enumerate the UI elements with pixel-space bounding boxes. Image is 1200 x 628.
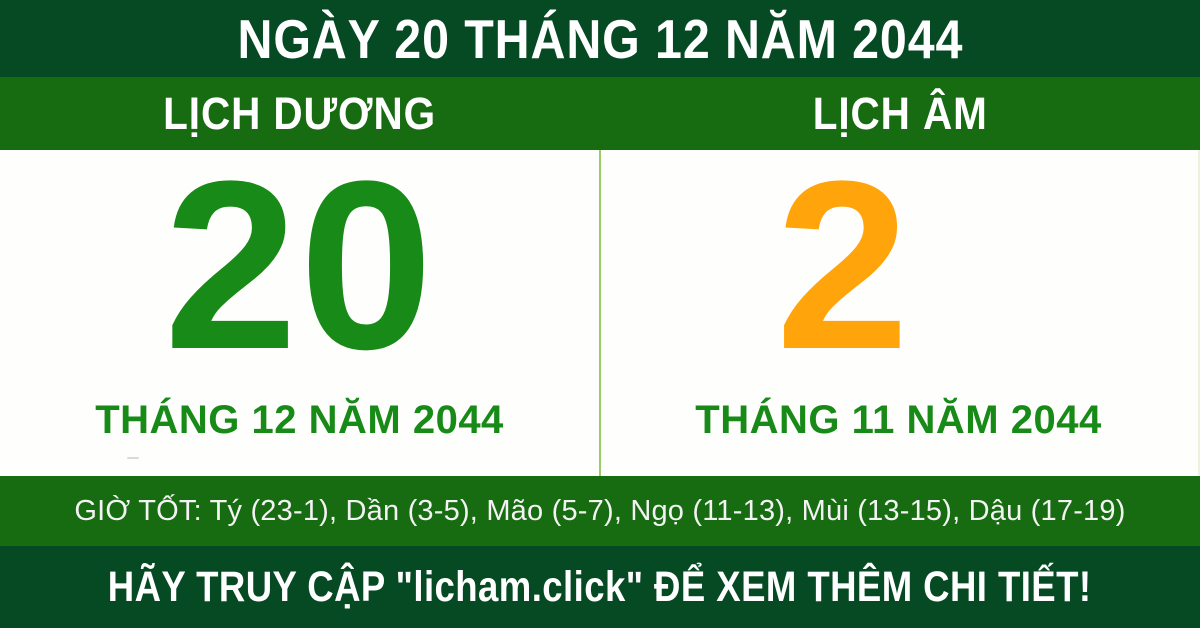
date-title-banner: NGÀY 20 THÁNG 12 NĂM 2044: [0, 0, 1200, 77]
solar-calendar-header: LỊCH DƯƠNG: [0, 77, 600, 150]
footer-cta-text: HÃY TRUY CẬP "licham.click" ĐỂ XEM THÊM …: [108, 562, 1092, 611]
lunar-day-number: 2: [775, 131, 912, 399]
small-dash-mark: [127, 457, 139, 459]
lunar-month-label: THÁNG 11 NĂM 2044: [695, 398, 1102, 442]
good-hours-bar: GIỜ TỐT: Tý (23-1), Dần (3-5), Mão (5-7)…: [0, 476, 1200, 546]
solar-panel: 20 THÁNG 12 NĂM 2044: [0, 131, 599, 476]
solar-month-label: THÁNG 12 NĂM 2044: [95, 398, 504, 442]
calendar-body: 20 THÁNG 12 NĂM 2044 2 THÁNG 11 NĂM 2044: [0, 131, 1200, 476]
lunar-panel: 2 THÁNG 11 NĂM 2044: [599, 131, 1198, 476]
calendar-type-header-row: LỊCH DƯƠNG LỊCH ÂM: [0, 77, 1200, 150]
panel-divider: [599, 150, 601, 476]
solar-calendar-label: LỊCH DƯƠNG: [163, 87, 437, 139]
good-hours-text: GIỜ TỐT: Tý (23-1), Dần (3-5), Mão (5-7)…: [74, 494, 1126, 527]
solar-day-number: 20: [164, 131, 435, 399]
lunar-calendar-header: LỊCH ÂM: [600, 77, 1200, 150]
footer-cta-banner: HÃY TRUY CẬP "licham.click" ĐỂ XEM THÊM …: [0, 546, 1200, 628]
lunar-calendar-label: LỊCH ÂM: [812, 87, 988, 139]
date-title: NGÀY 20 THÁNG 12 NĂM 2044: [237, 7, 963, 70]
